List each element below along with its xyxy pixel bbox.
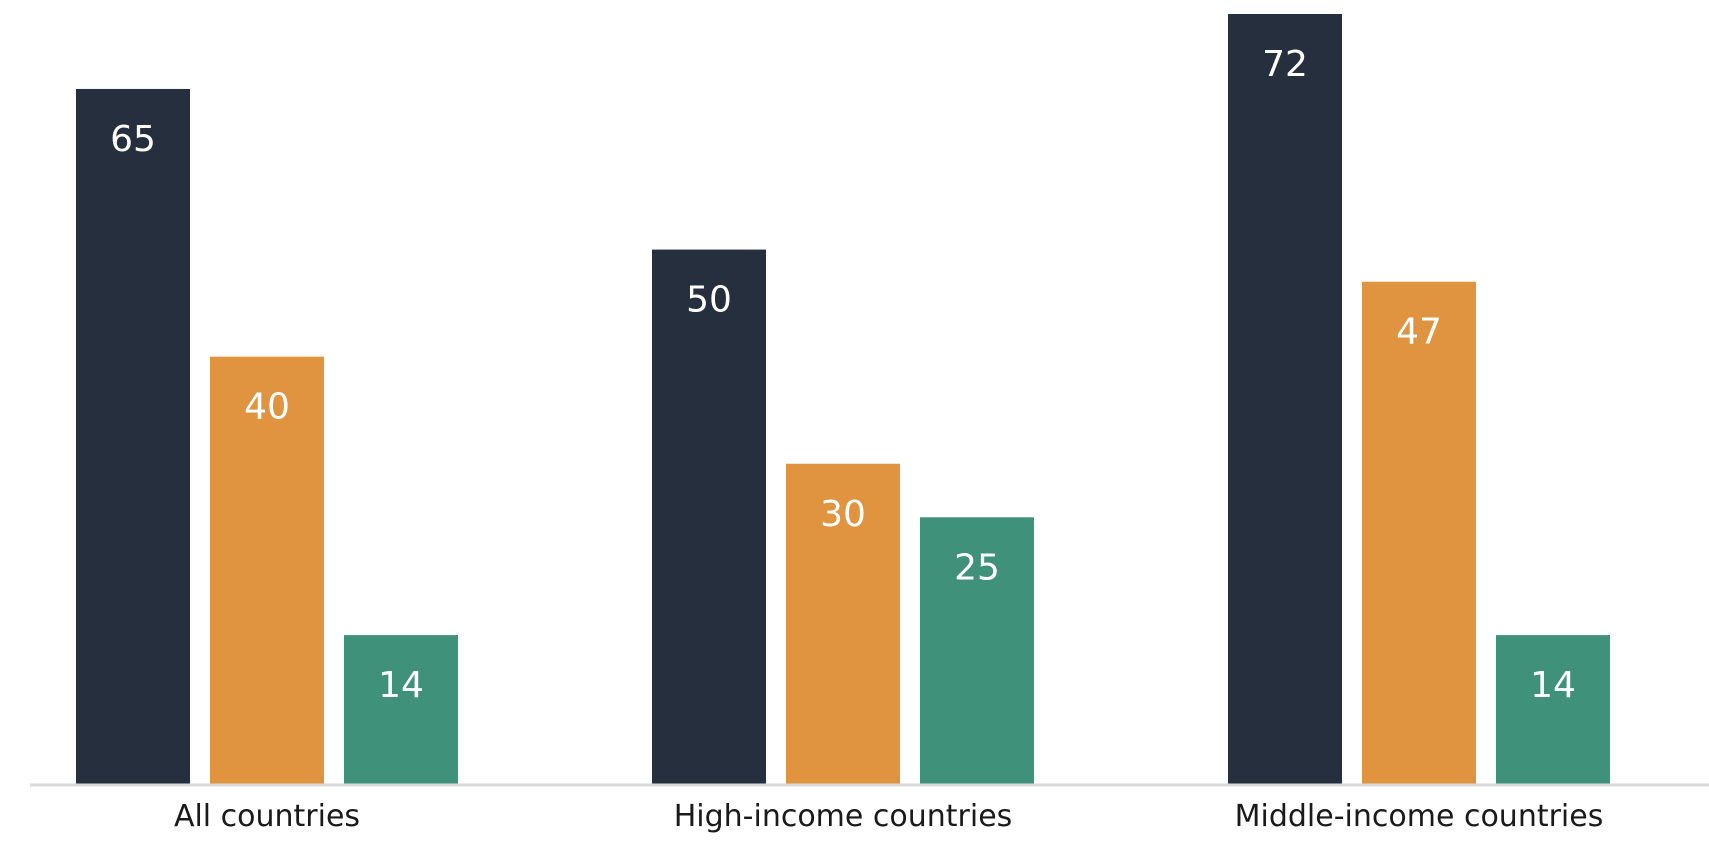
bar <box>1228 14 1342 785</box>
data-label: 25 <box>954 547 1000 588</box>
data-label: 40 <box>244 387 290 428</box>
data-label: 47 <box>1396 312 1442 353</box>
data-label: 72 <box>1262 44 1308 85</box>
data-label: 14 <box>378 665 424 706</box>
bar <box>344 635 458 785</box>
bar <box>1362 282 1476 785</box>
bar <box>76 89 190 785</box>
data-label: 30 <box>820 494 866 535</box>
bar <box>1496 635 1610 785</box>
category-labels-group: All countries High-income countries Midd… <box>174 799 1603 834</box>
category-label: All countries <box>174 799 360 834</box>
category-label: Middle-income countries <box>1235 799 1604 834</box>
data-label: 65 <box>110 119 156 160</box>
data-label: 50 <box>686 280 732 321</box>
data-label: 14 <box>1530 665 1576 706</box>
bar <box>652 250 766 785</box>
bars-group <box>76 14 1610 785</box>
category-label: High-income countries <box>674 799 1013 834</box>
